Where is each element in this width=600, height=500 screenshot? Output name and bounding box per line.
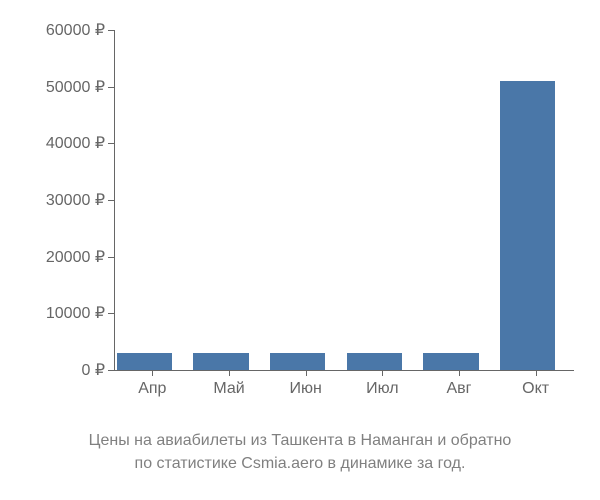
x-axis-label: Май	[213, 380, 244, 398]
x-tick	[536, 370, 537, 376]
x-axis-label: Окт	[522, 380, 549, 398]
y-tick	[108, 370, 114, 371]
x-tick	[152, 370, 153, 376]
y-axis-label: 60000 ₽	[46, 20, 105, 40]
bar	[117, 353, 172, 370]
bar	[270, 353, 325, 370]
x-axis-label: Апр	[138, 380, 166, 398]
bar	[500, 81, 555, 370]
y-axis-label: 50000 ₽	[46, 77, 105, 97]
plot-area	[110, 30, 570, 370]
bar	[193, 353, 248, 370]
x-tick	[229, 370, 230, 376]
price-chart: 0 ₽ 10000 ₽ 20000 ₽ 30000 ₽ 40000 ₽ 50000 ₽ 60…	[20, 20, 580, 420]
bar	[423, 353, 478, 370]
x-tick	[382, 370, 383, 376]
y-axis-label: 10000 ₽	[46, 303, 105, 323]
bar	[347, 353, 402, 370]
caption-line-2: по статистике Csmia.aero в динамике за г…	[135, 455, 466, 472]
x-tick	[459, 370, 460, 376]
x-axis-label: Авг	[446, 380, 471, 398]
y-axis-label: 40000 ₽	[46, 133, 105, 153]
x-axis-label: Июл	[366, 380, 398, 398]
caption-line-1: Цены на авиабилеты из Ташкента в Наманга…	[89, 432, 512, 449]
x-tick	[306, 370, 307, 376]
chart-caption: Цены на авиабилеты из Ташкента в Наманга…	[0, 430, 600, 475]
y-axis-label: 30000 ₽	[46, 190, 105, 210]
y-axis-label: 20000 ₽	[46, 247, 105, 267]
x-axis-label: Июн	[289, 380, 321, 398]
x-axis-line	[114, 370, 574, 371]
y-axis-label: 0 ₽	[81, 360, 105, 380]
